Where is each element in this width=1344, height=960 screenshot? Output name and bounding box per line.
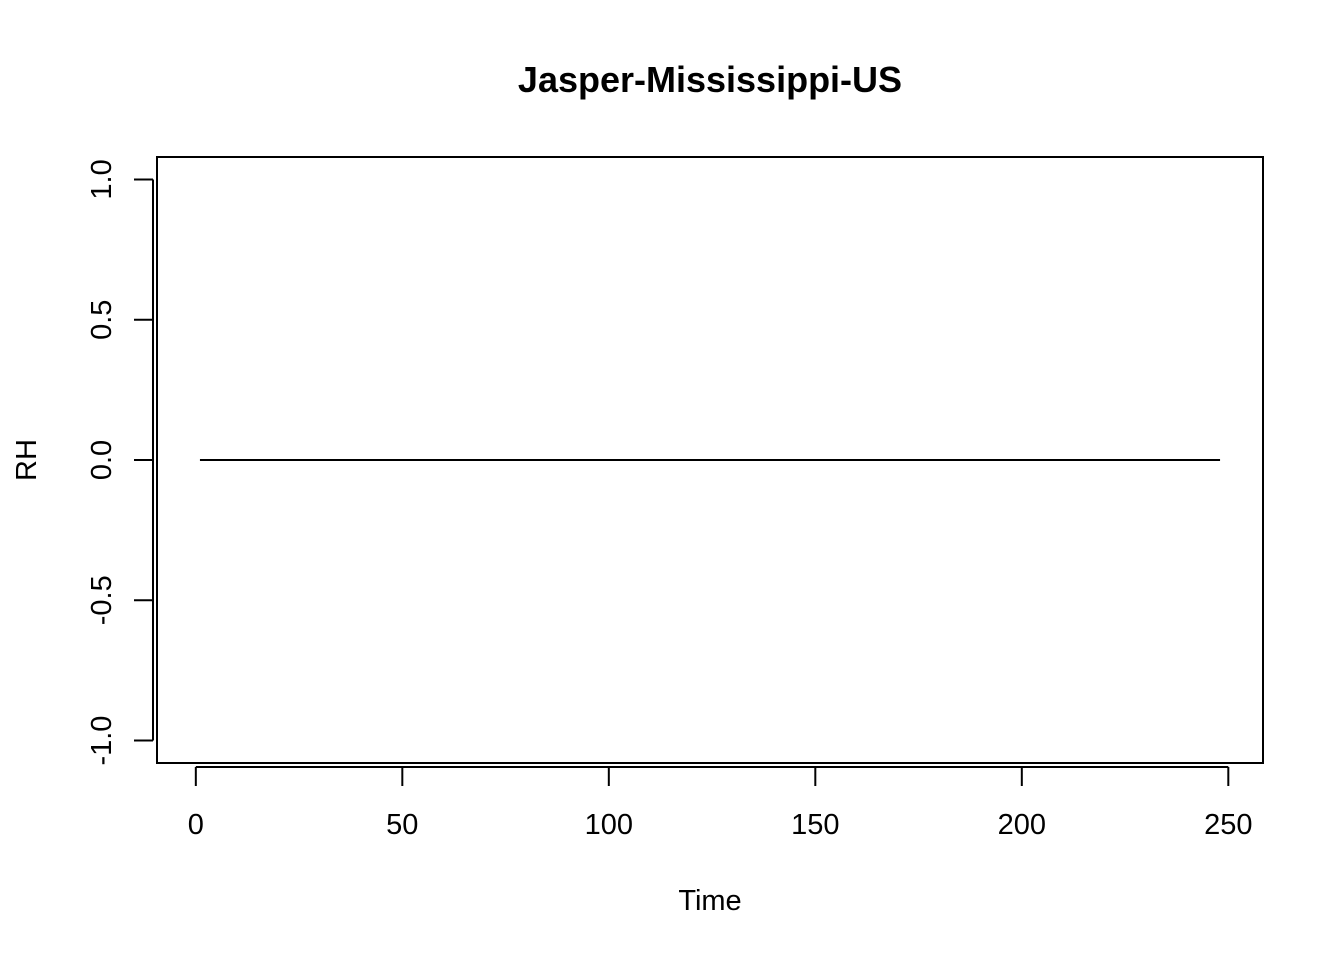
y-tick-label: 1.0 — [86, 159, 118, 199]
x-tick-label: 250 — [1204, 809, 1252, 841]
y-axis-label: RH — [11, 439, 43, 481]
y-axis: -1.0 -0.5 0.0 0.5 1.0 — [86, 159, 154, 766]
x-tick-label: 150 — [791, 809, 839, 841]
x-tick-label: 50 — [386, 809, 418, 841]
x-tick-label: 100 — [585, 809, 633, 841]
y-tick-label: 0.0 — [86, 440, 118, 480]
x-tick-label: 200 — [998, 809, 1046, 841]
y-tick-label: -0.5 — [86, 575, 118, 625]
y-tick-label: 0.5 — [86, 300, 118, 340]
x-axis-label: Time — [678, 885, 741, 917]
chart-title: Jasper-Mississippi-US — [518, 59, 902, 100]
x-axis: 0 50 100 150 200 250 — [188, 766, 1253, 841]
y-tick-label: -1.0 — [86, 716, 118, 766]
plot-frame — [156, 156, 1264, 764]
x-tick-label: 0 — [188, 809, 204, 841]
